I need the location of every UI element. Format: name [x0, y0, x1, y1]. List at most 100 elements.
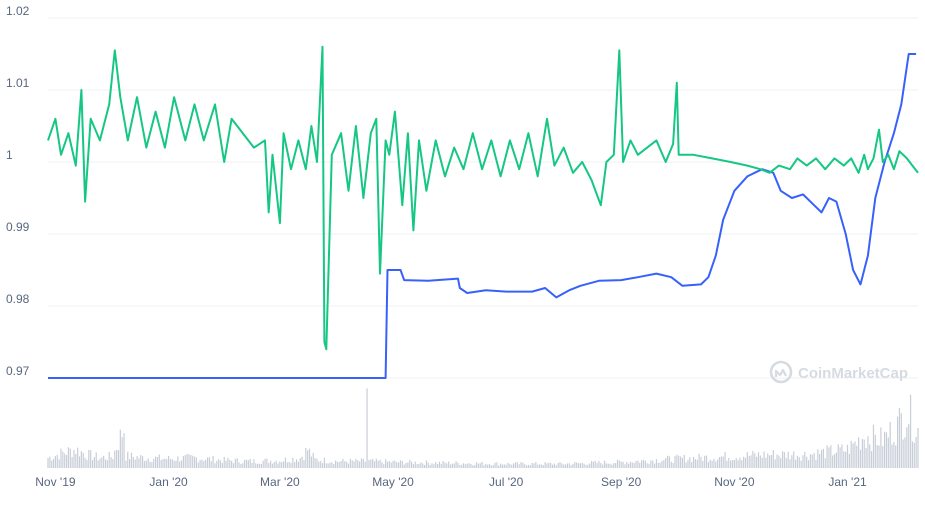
- volume-bar: [570, 465, 572, 468]
- volume-bar: [99, 458, 101, 468]
- volume-bar: [351, 460, 353, 468]
- volume-bar: [438, 461, 441, 468]
- volume-bar: [911, 441, 914, 468]
- volume-bar: [186, 454, 188, 468]
- volume-bar: [205, 459, 207, 468]
- volume-bar: [720, 456, 722, 468]
- volume-bar: [390, 462, 392, 468]
- volume-bar: [56, 454, 58, 468]
- volume-bar: [446, 463, 448, 468]
- y-tick-label: 1.02: [6, 4, 30, 18]
- volume-bar: [485, 463, 487, 468]
- volume-bar: [69, 448, 71, 468]
- volume-bar: [357, 460, 359, 468]
- volume-bar: [876, 445, 878, 468]
- watermark: CoinMarketCap: [769, 360, 908, 384]
- volume-bar: [216, 460, 218, 468]
- volume-bar: [642, 459, 645, 468]
- volume-bar: [334, 460, 337, 468]
- y-tick-label: 0.98: [6, 292, 30, 306]
- volume-bar: [841, 444, 843, 468]
- volume-bar: [904, 437, 906, 468]
- volume-bar: [602, 464, 604, 468]
- volume-bar: [251, 462, 253, 468]
- volume-bar: [353, 461, 355, 468]
- volume-bar: [620, 461, 622, 468]
- volume-bar: [494, 462, 496, 468]
- volume-bar: [177, 456, 179, 468]
- volume-bar: [537, 464, 539, 468]
- volume-bar: [746, 452, 748, 468]
- volume-bar: [360, 458, 363, 468]
- volume-bar: [555, 465, 557, 468]
- volume-bar: [724, 452, 726, 468]
- volume-bar: [767, 453, 769, 468]
- volume-bar: [674, 456, 676, 468]
- volume-bar: [409, 459, 411, 468]
- volume-bar: [459, 464, 461, 468]
- volume-bar: [271, 463, 274, 468]
- volume-bar: [93, 457, 95, 468]
- volume-bar: [859, 449, 862, 468]
- volume-bar: [346, 461, 348, 468]
- volume-bar: [685, 462, 687, 468]
- volume-bar: [793, 451, 795, 468]
- volume-bar: [756, 456, 758, 468]
- volume-bar: [874, 434, 876, 468]
- x-tick-label: Jan '21: [828, 475, 867, 489]
- volume-bar: [865, 448, 867, 468]
- volume-bar: [550, 463, 552, 468]
- volume-bar: [442, 460, 444, 468]
- volume-bar: [388, 461, 390, 468]
- volume-bar: [290, 463, 292, 468]
- volume-bar: [533, 463, 535, 468]
- volume-bar: [143, 461, 146, 468]
- volume-bar: [201, 459, 203, 468]
- volume-bar: [385, 459, 387, 468]
- volume-bar: [362, 458, 364, 468]
- volume-bar: [214, 463, 216, 468]
- volume-bar: [234, 458, 236, 468]
- volume-bar: [488, 463, 491, 468]
- volume-bar: [915, 437, 917, 468]
- volume-bar: [175, 460, 177, 468]
- volume-bar: [770, 455, 773, 468]
- volume-bar: [796, 455, 799, 468]
- volume-bar: [153, 458, 155, 468]
- volume-bar: [863, 439, 865, 468]
- volume-bar: [659, 462, 661, 468]
- volume-bar: [574, 462, 576, 468]
- volume-bar: [475, 462, 478, 468]
- volume-bar: [262, 460, 264, 468]
- volume-bar: [338, 462, 340, 468]
- volume-bar: [123, 433, 125, 468]
- volume-bar: [264, 458, 266, 468]
- volume-bar: [431, 463, 433, 468]
- volume-bar: [768, 455, 771, 468]
- volume-bar: [464, 464, 466, 468]
- volume-bar: [529, 465, 531, 468]
- volume-bar: [781, 451, 784, 468]
- volume-bar: [414, 461, 416, 468]
- volume-bar: [386, 461, 389, 468]
- volume-bar: [260, 464, 262, 468]
- y-axis-ticks: 0.97 0.98 0.99 1 1.01 1.02: [6, 4, 30, 378]
- volume-bar: [704, 455, 706, 468]
- volume-bar: [705, 455, 708, 468]
- volume-bar: [62, 451, 64, 468]
- volume-bar: [846, 444, 849, 468]
- volume-bar: [190, 454, 192, 468]
- volume-bar: [661, 461, 663, 468]
- volume-bar: [104, 459, 107, 468]
- volume-bar: [507, 462, 509, 468]
- volume-bar: [757, 452, 760, 468]
- volume-bar: [466, 463, 468, 468]
- volume-bar: [856, 445, 858, 468]
- volume-bar: [496, 462, 498, 468]
- volume-bar: [158, 454, 160, 468]
- volume-bar: [169, 459, 172, 468]
- volume-bar: [344, 461, 346, 468]
- volume-bar: [572, 463, 574, 468]
- volume-bar: [51, 460, 53, 468]
